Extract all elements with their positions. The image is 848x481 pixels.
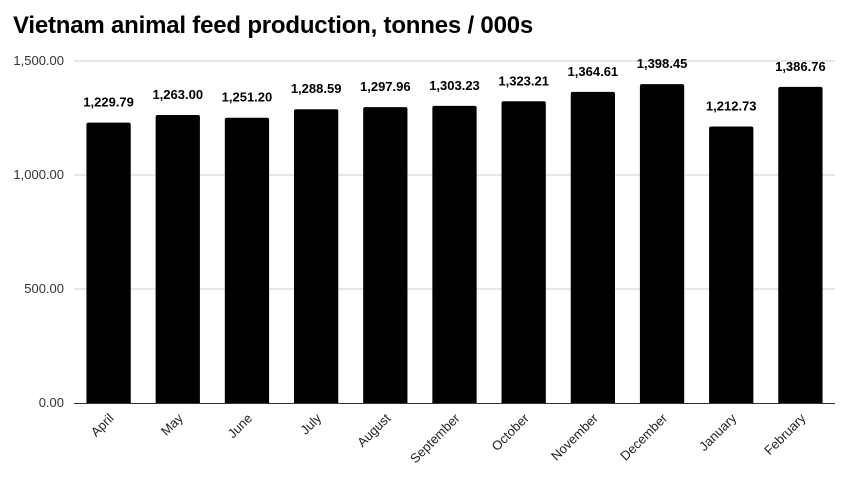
y-tick-label: 1,500.00 bbox=[13, 53, 64, 68]
data-label: 1,364.61 bbox=[568, 64, 619, 79]
x-tick-label: August bbox=[354, 410, 393, 449]
bar-august bbox=[363, 107, 408, 403]
data-label: 1,386.76 bbox=[775, 59, 826, 74]
data-label: 1,288.59 bbox=[291, 81, 342, 96]
bar-june bbox=[224, 117, 270, 403]
bar-november bbox=[570, 91, 616, 403]
x-tick-label: December bbox=[617, 410, 670, 463]
bar-may bbox=[155, 115, 200, 403]
data-label: 1,263.00 bbox=[152, 87, 203, 102]
x-tick-label: October bbox=[488, 410, 532, 454]
data-label: 1,323.21 bbox=[498, 73, 549, 88]
chart-title: Vietnam animal feed production, tonnes /… bbox=[13, 12, 534, 39]
x-tick-label: May bbox=[158, 410, 186, 438]
data-label: 1,251.20 bbox=[222, 90, 273, 105]
y-tick-label: 0.00 bbox=[39, 395, 64, 410]
data-label: 1,229.79 bbox=[83, 95, 134, 110]
x-tick-label: January bbox=[696, 410, 740, 454]
x-axis-tick-labels: April May June July August September October No… bbox=[88, 410, 809, 466]
y-tick-label: 1,000.00 bbox=[13, 167, 64, 182]
data-label: 1,303.23 bbox=[429, 78, 480, 93]
bar-september bbox=[432, 105, 477, 404]
x-tick-label: November bbox=[548, 410, 601, 463]
y-tick-label: 500.00 bbox=[24, 281, 64, 296]
bar-july bbox=[293, 109, 339, 403]
bar-october bbox=[501, 101, 546, 404]
data-label: 1,297.96 bbox=[360, 79, 411, 94]
x-tick-label: September bbox=[407, 410, 463, 466]
x-tick-label: June bbox=[225, 411, 256, 442]
data-labels: 1,229.79 1,263.00 1,251.20 1,288.59 1,297.96… bbox=[83, 56, 825, 113]
data-label: 1,212.73 bbox=[706, 98, 757, 113]
x-tick-label: February bbox=[761, 410, 809, 458]
bar-february bbox=[778, 86, 823, 403]
bar-april bbox=[86, 122, 131, 403]
data-label: 1,398.45 bbox=[637, 56, 688, 71]
bars bbox=[86, 84, 823, 404]
y-axis-tick-labels: 0.00 500.00 1,000.00 1,500.00 bbox=[13, 53, 64, 410]
x-tick-label: July bbox=[297, 410, 324, 437]
x-tick-label: April bbox=[88, 410, 117, 439]
bar-january bbox=[709, 126, 754, 403]
bar-december bbox=[639, 84, 685, 404]
